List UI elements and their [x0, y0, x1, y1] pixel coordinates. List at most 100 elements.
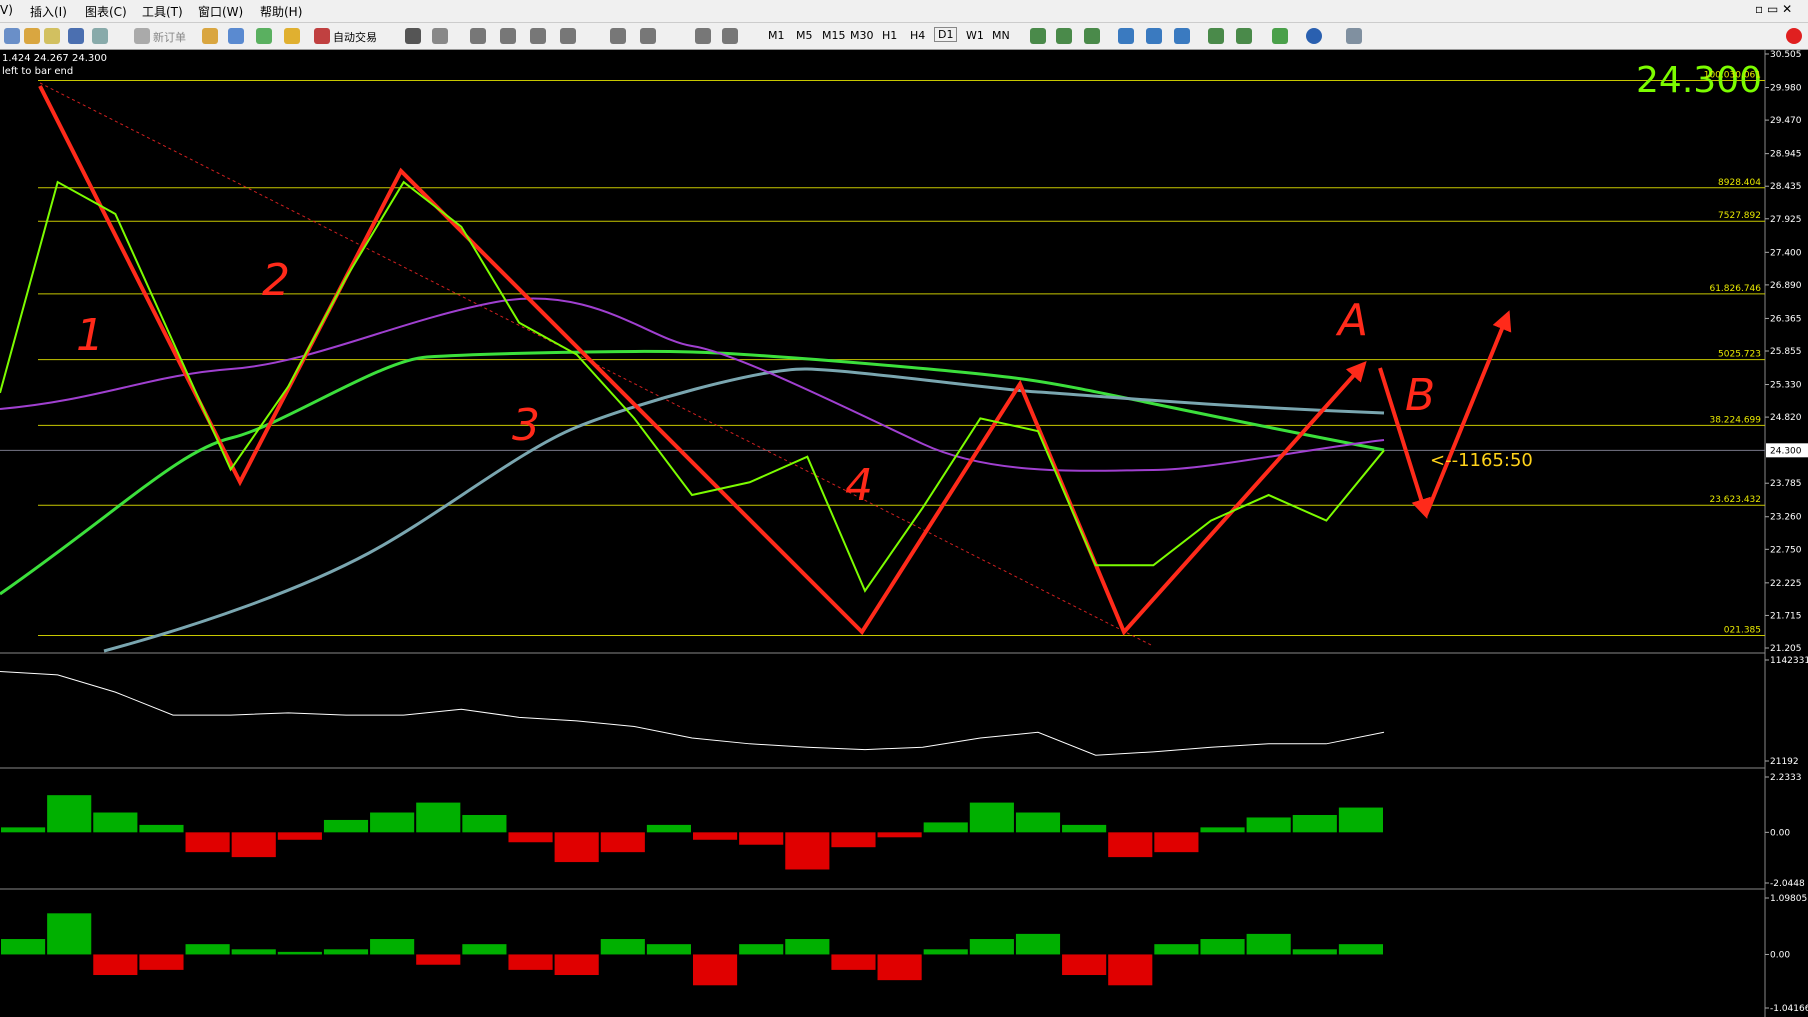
tool-icon[interactable]	[256, 28, 272, 44]
window-controls[interactable]: ▫ ▭ ✕	[1755, 2, 1793, 16]
y-tick-label: 23.260	[1770, 513, 1802, 523]
moving-average	[0, 349, 1385, 596]
fib-label: 61.826.746	[1709, 284, 1761, 294]
tool-icon[interactable]	[202, 28, 218, 44]
new-order-button[interactable]: 新订单	[153, 31, 186, 44]
y-tick-label: 0.00	[1770, 828, 1790, 838]
histogram-bar	[462, 814, 507, 833]
auto-trade-button[interactable]: 自动交易	[333, 31, 377, 44]
tool-icon[interactable]	[92, 28, 108, 44]
tool-icon[interactable]	[314, 28, 330, 44]
menu-item[interactable]: 工具(T)	[142, 5, 183, 19]
tool-icon[interactable]	[228, 28, 244, 44]
histogram-bar	[1108, 832, 1153, 858]
tool-icon[interactable]	[610, 28, 626, 44]
fib-label: 23.623.432	[1709, 495, 1761, 505]
tool-icon[interactable]	[1146, 28, 1162, 44]
tool-icon[interactable]	[500, 28, 516, 44]
histogram-bar	[93, 954, 138, 976]
alert-icon[interactable]	[1786, 28, 1802, 44]
histogram-bar	[554, 954, 599, 976]
timeframe-selected[interactable]: D1	[934, 27, 958, 42]
wave-label: 3	[512, 400, 540, 451]
y-tick-label: 29.470	[1770, 116, 1802, 126]
y-tick-label: 26.890	[1770, 281, 1802, 291]
ohlc-header: 1.424 24.267 24.300	[2, 53, 107, 64]
tool-icon[interactable]	[24, 28, 40, 44]
tool-icon[interactable]	[134, 28, 150, 44]
tool-icon[interactable]	[68, 28, 84, 44]
timeframe[interactable]: MN	[992, 29, 1010, 42]
wave-label: A	[1335, 295, 1368, 346]
tool-icon[interactable]	[695, 28, 711, 44]
countdown: <--1165:50	[1430, 450, 1533, 471]
histogram-bar	[646, 944, 691, 955]
tool-icon[interactable]	[722, 28, 738, 44]
tool-icon[interactable]	[1084, 28, 1100, 44]
histogram-bar	[139, 954, 184, 970]
trend-line	[39, 82, 1154, 647]
timeframe[interactable]: H4	[910, 29, 926, 42]
histogram-bar	[1246, 933, 1291, 955]
tool-icon[interactable]	[1236, 28, 1252, 44]
y-tick-label: 25.330	[1770, 381, 1802, 391]
histogram-bar	[462, 944, 507, 955]
tool-icon[interactable]	[640, 28, 656, 44]
tool-icon[interactable]	[284, 28, 300, 44]
y-tick-label: 28.945	[1770, 150, 1802, 160]
y-tick-label: 2.2333	[1770, 773, 1802, 783]
y-tick-label: 29.980	[1770, 84, 1802, 94]
y-tick-label: 1.09805	[1770, 894, 1807, 904]
y-tick-label: 0.00	[1770, 950, 1790, 960]
tool-icon[interactable]	[44, 28, 60, 44]
menu-item[interactable]: 帮助(H)	[260, 5, 303, 19]
histogram-bar	[600, 832, 645, 853]
tool-icon[interactable]	[4, 28, 20, 44]
histogram-bar	[277, 951, 322, 955]
wave-drawing	[38, 85, 1367, 636]
tool-icon[interactable]	[1118, 28, 1134, 44]
menu-item[interactable]: 图表(C)	[85, 5, 127, 19]
timeframe[interactable]: M15	[822, 29, 846, 42]
tool-icon[interactable]	[1346, 28, 1362, 44]
histogram-bar	[370, 939, 415, 955]
main-panel	[0, 50, 1765, 652]
tool-icon[interactable]	[1056, 28, 1072, 44]
tool-icon[interactable]	[1030, 28, 1046, 44]
tool-icon[interactable]	[405, 28, 421, 44]
timeframe[interactable]: W1	[966, 29, 984, 42]
histogram-bar	[323, 949, 369, 955]
histogram-bar	[1292, 949, 1337, 955]
histogram-bar	[1062, 954, 1107, 976]
tool-icon[interactable]	[432, 28, 448, 44]
timeframe[interactable]: H1	[882, 29, 898, 42]
histogram-bar	[47, 913, 92, 955]
tool-icon[interactable]	[1272, 28, 1288, 44]
histogram-bar	[1, 827, 46, 833]
timeframe[interactable]: M30	[850, 29, 874, 42]
histogram-bar	[693, 832, 738, 840]
tool-icon[interactable]	[1208, 28, 1224, 44]
timeframe[interactable]: M5	[796, 29, 813, 42]
tool-icon[interactable]	[1174, 28, 1190, 44]
histogram-bar	[1246, 817, 1291, 833]
tool-icon[interactable]	[530, 28, 546, 44]
menu-item[interactable]: 插入(I)	[30, 5, 67, 19]
histogram-bar	[231, 949, 276, 955]
histogram-bar	[739, 832, 784, 845]
current-price-label: 24.300	[1770, 446, 1802, 456]
histogram-bar	[1154, 832, 1199, 853]
tool-icon[interactable]	[470, 28, 486, 44]
chart: 1 2 3 4 A B 1.424 24.267 24.300 left to …	[0, 50, 1808, 1017]
y-tick-label: 30.505	[1770, 50, 1802, 60]
menu-item[interactable]: V)	[0, 3, 13, 17]
histogram-bar	[508, 954, 553, 970]
tool-icon[interactable]	[1306, 28, 1322, 44]
histogram-bar	[323, 819, 369, 833]
wave-labels: 1 2 3 4 A B	[76, 255, 1435, 511]
timeframe[interactable]: M1	[768, 29, 785, 42]
histogram-bar	[877, 832, 922, 838]
tool-icon[interactable]	[560, 28, 576, 44]
menu-item[interactable]: 窗口(W)	[198, 5, 244, 19]
